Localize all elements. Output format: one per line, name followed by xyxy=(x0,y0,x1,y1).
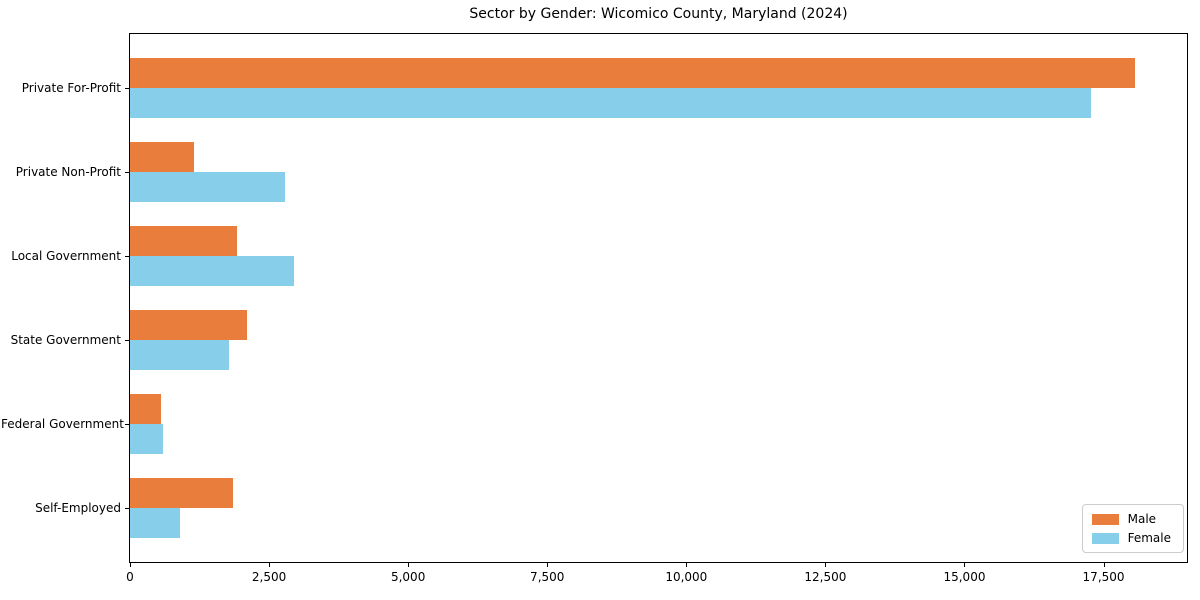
legend: Male Female xyxy=(1081,504,1184,553)
y-tick-label-self-employed: Self-Employed xyxy=(35,501,121,515)
y-tick-label-private-non-profit: Private Non-Profit xyxy=(15,165,121,179)
x-tick-label-2-500: 2,500 xyxy=(251,570,287,584)
x-tick-label-10-000: 10,000 xyxy=(665,570,708,584)
legend-item-female: Female xyxy=(1091,531,1171,545)
x-tick-mark xyxy=(408,563,410,567)
y-tick-mark xyxy=(125,172,129,173)
x-tick-mark xyxy=(1103,563,1105,567)
bar-male-state-government xyxy=(130,310,247,340)
legend-label-male: Male xyxy=(1127,512,1157,526)
y-tick-mark xyxy=(125,88,129,89)
bar-female-federal-government xyxy=(130,424,163,454)
y-tick-mark xyxy=(125,256,129,257)
bar-female-private-non-profit xyxy=(130,172,285,202)
y-tick-mark xyxy=(125,508,129,509)
legend-swatch-female-icon xyxy=(1091,532,1119,544)
x-tick-mark xyxy=(547,563,549,567)
bar-female-private-for-profit xyxy=(130,88,1091,118)
x-tick-mark xyxy=(269,563,271,567)
bar-male-private-non-profit xyxy=(130,142,194,172)
x-tick-label-7-500: 7,500 xyxy=(530,570,565,584)
y-tick-label-state-government: State Government xyxy=(10,333,121,347)
bar-male-private-for-profit xyxy=(130,58,1135,88)
y-tick-label-private-for-profit: Private For-Profit xyxy=(21,81,121,95)
bar-female-state-government xyxy=(130,340,229,370)
legend-label-female: Female xyxy=(1127,531,1171,545)
x-tick-mark xyxy=(825,563,827,567)
x-tick-label-0: 0 xyxy=(126,570,134,584)
bar-male-local-government xyxy=(130,226,237,256)
y-tick-label-federal-government: Federal Government xyxy=(1,417,124,431)
chart-title: Sector by Gender: Wicomico County, Maryl… xyxy=(469,6,848,22)
bar-male-federal-government xyxy=(130,394,161,424)
x-tick-mark xyxy=(686,563,688,567)
bar-female-local-government xyxy=(130,256,294,286)
y-tick-label-local-government: Local Government xyxy=(11,249,121,263)
legend-item-male: Male xyxy=(1091,512,1171,526)
x-tick-label-5-000: 5,000 xyxy=(390,570,426,584)
y-tick-mark xyxy=(125,340,129,341)
x-tick-label-15-000: 15,000 xyxy=(943,570,986,584)
x-tick-mark xyxy=(130,563,131,567)
x-tick-label-17-500: 17,500 xyxy=(1082,570,1125,584)
x-tick-mark xyxy=(964,563,966,567)
y-tick-mark xyxy=(125,424,129,425)
legend-swatch-male-icon xyxy=(1091,513,1119,525)
bar-female-self-employed xyxy=(130,508,180,538)
plot-area: Male Female xyxy=(129,33,1188,563)
bar-male-self-employed xyxy=(130,478,233,508)
x-tick-label-12-500: 12,500 xyxy=(804,570,847,584)
